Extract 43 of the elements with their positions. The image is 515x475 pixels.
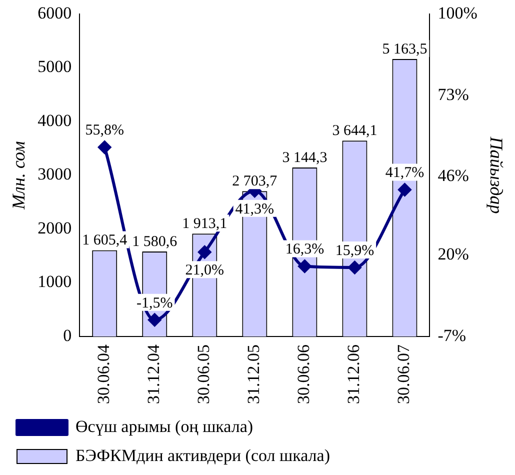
y2-tick-label: 20% xyxy=(438,244,469,264)
x-tick-label: 30.06.04 xyxy=(94,344,114,404)
y-tick-label: 4000 xyxy=(38,110,72,130)
data-label: 5 163,5 xyxy=(382,41,428,58)
y-tick-label: 1000 xyxy=(38,272,72,292)
data-label: 3 644,1 xyxy=(332,123,378,140)
y-axis-title: Млн. сом xyxy=(8,140,29,210)
y-tick-label: 0 xyxy=(63,326,72,345)
data-label: 1 913,1 xyxy=(182,216,228,232)
data-label: 21,0% xyxy=(185,262,224,279)
data-label: 1 605,4 xyxy=(82,232,128,249)
data-label: 16,3% xyxy=(285,242,324,258)
legend-label: Өсүш арымы (оң шкала) xyxy=(76,416,254,436)
data-label: 2 703,7 xyxy=(232,174,278,190)
y2-tick-label: 46% xyxy=(438,166,469,186)
x-tick-label: 30.06.06 xyxy=(294,344,314,404)
point xyxy=(398,183,412,196)
data-label: 41,3% xyxy=(235,201,274,218)
y-tick-label: 3000 xyxy=(38,164,72,184)
legend-label: БЭФКМдин активдери (сол шкала) xyxy=(76,446,330,465)
y2-tick-label: -7% xyxy=(438,326,466,345)
x-tick-label: 30.06.07 xyxy=(394,344,414,404)
x-tick-label: 31.12.06 xyxy=(344,344,364,404)
data-label: 41,7% xyxy=(385,165,424,182)
y2-axis-title: Пайыздар xyxy=(486,136,506,214)
y2-tick-label: 73% xyxy=(438,84,469,104)
point xyxy=(298,260,312,273)
data-label: 1 580,6 xyxy=(132,234,178,250)
data-label: -1,5% xyxy=(136,295,173,312)
x-tick-label: 30.06.05 xyxy=(194,344,214,404)
x-tick-label: 31.12.04 xyxy=(144,344,164,404)
data-label: 55,8% xyxy=(85,122,124,139)
point xyxy=(98,140,112,154)
y-tick-label: 2000 xyxy=(38,218,72,238)
data-label: 3 144,3 xyxy=(282,150,328,166)
y2-tick-label: 100% xyxy=(438,3,478,22)
x-tick-label: 31.12.05 xyxy=(244,344,264,404)
point xyxy=(148,313,162,326)
y-tick-label: 5000 xyxy=(38,57,72,76)
point xyxy=(348,260,362,274)
point xyxy=(198,246,212,259)
y-tick-label: 6000 xyxy=(38,3,72,22)
data-label: 15,9% xyxy=(335,242,374,259)
